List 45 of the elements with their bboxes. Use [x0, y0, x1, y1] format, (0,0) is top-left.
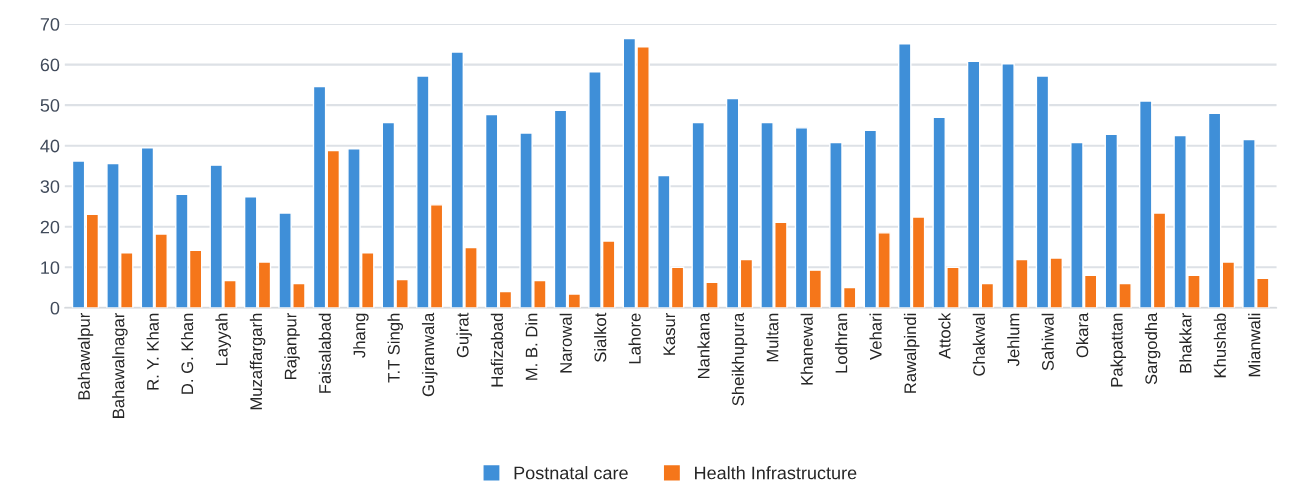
x-tick-label: Gujranwala: [421, 312, 438, 397]
x-tick-label: Kasur: [663, 312, 676, 355]
x-tick-label: Mianwali: [1248, 313, 1261, 377]
x-tick-label: Okara: [1076, 312, 1089, 358]
x-tick-label: Khanewal: [800, 313, 813, 385]
y-tick-label: 10: [41, 261, 60, 275]
x-tick-label: Hafizabad: [490, 313, 504, 387]
legend-label: Postnatal care: [514, 466, 628, 480]
x-tick-label: Bahawalnagar: [112, 312, 128, 418]
x-tick-label: Attock: [938, 312, 951, 359]
y-tick-label: 70: [40, 17, 60, 31]
x-tick-label: T.T Singh: [387, 313, 404, 383]
x-tick-label: Pakpattan: [1110, 313, 1126, 387]
x-tick-label: Sialkot: [594, 312, 607, 362]
y-tick-label: 40: [40, 139, 60, 153]
x-tick-label: Multan: [766, 313, 779, 362]
x-tick-label: Bahawalpur: [77, 312, 94, 400]
x-tick-label: Nankana: [697, 312, 710, 379]
x-tick-label: Chakwal: [972, 313, 985, 376]
y-tick-label: 60: [40, 58, 60, 72]
x-tick-label: Bhakkar: [1179, 312, 1192, 373]
x-tick-label: R. Y. Khan: [146, 313, 159, 390]
x-tick-label: Jhang: [353, 313, 369, 358]
legend-label: Health Infrastructure: [695, 466, 857, 480]
x-tick-label: Sheikhupura: [731, 312, 748, 406]
x-tick-label: Faisalabad: [318, 313, 331, 393]
x-tick-label: Lahore: [628, 313, 641, 364]
x-tick-label: Vehari: [869, 313, 882, 360]
y-tick-label: 30: [40, 180, 60, 193]
x-tick-label: M. B. Din: [525, 313, 538, 380]
x-tick-label: Rajanpur: [284, 312, 300, 379]
y-tick-label: 20: [40, 220, 60, 234]
x-tick-label: Narowal: [559, 313, 572, 373]
y-tick-label: 50: [40, 99, 60, 112]
x-tick-label: Layyah: [215, 313, 231, 366]
x-tick-label: Gujrat: [456, 312, 472, 358]
x-tick-label: Muzaffargarh: [249, 313, 266, 410]
x-tick-label: Sargodha: [1144, 312, 1161, 385]
x-tick-label: D. G. Khan: [180, 313, 194, 394]
x-tick-label: Khushab: [1213, 313, 1226, 378]
x-tick-label: Lodhran: [835, 313, 848, 373]
y-tick-label: 0: [50, 301, 60, 315]
x-tick-label: Jehlum: [1007, 313, 1020, 367]
x-tick-label: Sahiwal: [1041, 313, 1054, 371]
x-tick-label: Rawalpindi: [903, 313, 920, 393]
